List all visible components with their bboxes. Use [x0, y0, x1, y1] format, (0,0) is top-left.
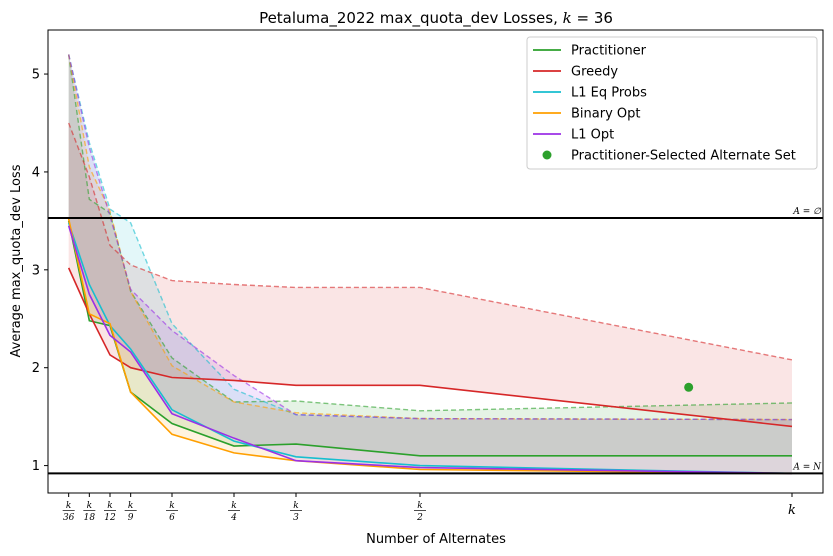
legend: Practitioner Greedy L1 Eq Probs Binary Opt L… [526, 36, 818, 170]
y-tick-label: 3 [32, 263, 40, 278]
legend-label-l1-opt: L1 Opt [571, 128, 614, 143]
legend-label-l1-eq-probs: L1 Eq Probs [571, 86, 647, 101]
band-l1-opt [68, 54, 792, 474]
y-axis-label: Average max_quota_dev Loss [9, 164, 24, 357]
x-tick-label-denominator: 2 [416, 513, 423, 523]
legend-swatch-practitioner-selected [542, 150, 552, 160]
legend-label-practitioner: Practitioner [571, 44, 647, 59]
series-line-practitioner [67, 220, 792, 457]
x-tick-label-denominator: 9 [128, 513, 134, 523]
upper-line-binary-opt [67, 54, 793, 421]
reference-label-empty-set: A = ∅ [792, 207, 822, 217]
legend-box [526, 36, 818, 170]
upper-line-greedy [68, 122, 793, 361]
y-tick-label: 2 [32, 361, 40, 376]
x-tick-label-numerator: k [169, 501, 174, 511]
x-tick-label-numerator: k [66, 501, 71, 511]
y-tick-label: 5 [32, 68, 40, 83]
x-tick-label-numerator: k [107, 501, 112, 511]
x-tick-label-denominator: 6 [169, 513, 175, 523]
chart-title-k: k [563, 9, 572, 27]
y-tick-label: 1 [32, 459, 40, 474]
upper-line-practitioner [67, 54, 793, 412]
scatter-point-practitioner-selected [684, 382, 694, 392]
x-tick-label-denominator: 36 [63, 513, 75, 523]
legend-label-practitioner-selected: Practitioner-Selected Alternate Set [571, 149, 796, 164]
reference-label-full-set: A = N [792, 462, 822, 472]
band-binary-opt [68, 54, 792, 474]
series-line-greedy [67, 267, 793, 428]
band-practitioner [68, 54, 792, 456]
series-line-binary-opt [67, 218, 793, 475]
band-greedy [68, 122, 792, 427]
chart-title-prefix: Petaluma_2022 max_quota_dev Losses, [259, 9, 563, 28]
band-l1-eq-probs [68, 54, 792, 474]
legend-label-binary-opt: Binary Opt [571, 107, 641, 122]
upper-line-l1-eq-probs [67, 54, 793, 421]
x-axis-label: Number of Alternates [366, 532, 506, 547]
axes-frame [47, 29, 824, 494]
x-tick-label-denominator: 18 [84, 513, 96, 523]
x-tick-label-numerator: k [417, 501, 422, 511]
x-tick-label-numerator: k [128, 501, 133, 511]
series-line-l1-opt [67, 225, 793, 475]
x-tick-label: k [788, 503, 796, 518]
x-tick-label-denominator: 4 [230, 513, 237, 523]
x-tick-label-denominator: 12 [104, 513, 116, 523]
series-line-l1-eq-probs [67, 222, 793, 475]
x-tick-label-denominator: 3 [293, 513, 299, 523]
legend-label-greedy: Greedy [571, 65, 618, 80]
chart-title: Petaluma_2022 max_quota_dev Losses, k = … [259, 9, 613, 28]
y-tick-label: 4 [32, 165, 40, 180]
x-tick-label-numerator: k [87, 501, 92, 511]
plot-area: A = ∅ A = N [48, 54, 823, 475]
x-tick-label-numerator: k [293, 501, 298, 511]
chart-title-suffix: = 36 [572, 9, 613, 27]
x-tick-label-numerator: k [231, 501, 236, 511]
